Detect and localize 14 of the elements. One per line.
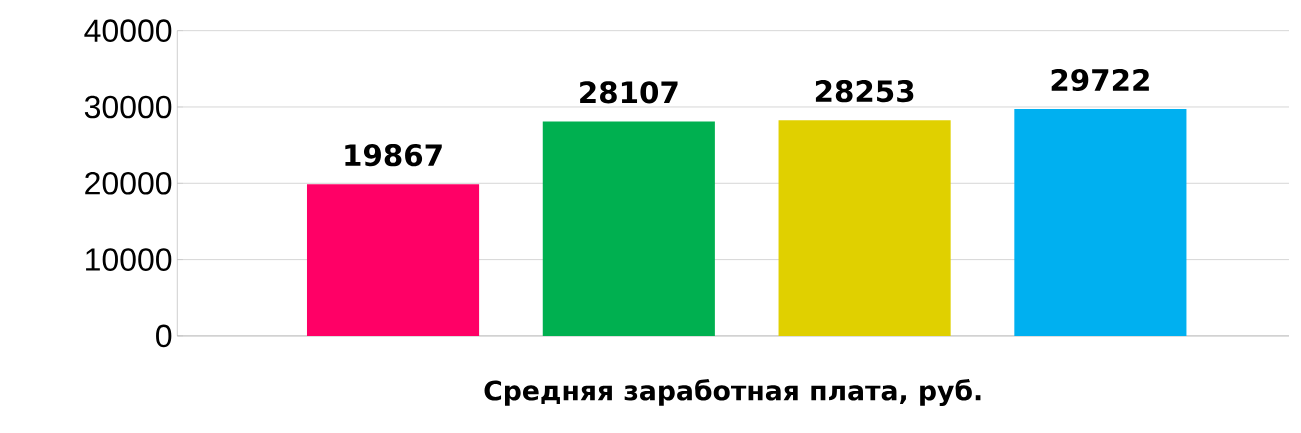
data-label: 28253 [815,79,914,103]
bar [778,120,951,336]
bar [1014,108,1187,336]
bar [542,121,715,336]
y-tick-label: 20000 [85,171,172,195]
y-tick-label: 0 [156,324,172,348]
y-tick-label: 30000 [84,95,172,119]
data-label: 19867 [345,143,442,167]
data-label: 28107 [580,81,678,104]
bar [306,184,480,336]
x-axis-title: Средняя заработная плата, руб. [484,379,981,406]
y-tick-label: 10000 [86,248,172,271]
y-tick-label: 40000 [84,19,172,42]
data-label: 29722 [1051,68,1149,91]
